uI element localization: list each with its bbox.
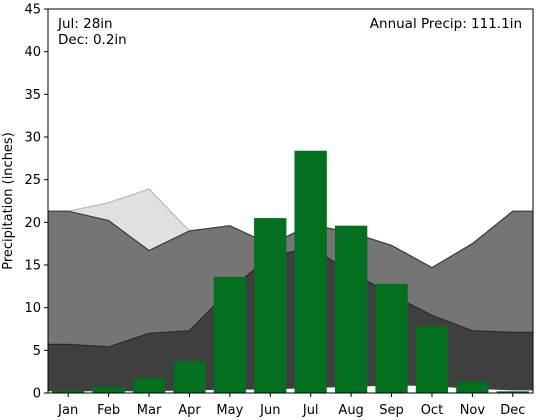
x-tick-label: Jan bbox=[57, 403, 78, 418]
annual-precip-annotation: Annual Precip: 111.1in bbox=[370, 16, 522, 32]
band-2-edge bbox=[48, 247, 533, 348]
y-axis-label: Precipitation (inches) bbox=[1, 132, 16, 270]
bar-may bbox=[213, 276, 246, 393]
x-tick-label: Apr bbox=[178, 403, 201, 418]
y-tick-label: 35 bbox=[24, 88, 41, 103]
y-tick-label: 10 bbox=[24, 301, 41, 316]
plot-area bbox=[47, 8, 534, 394]
band-2 bbox=[48, 247, 533, 392]
plot-frame bbox=[47, 8, 534, 394]
bar-sep bbox=[375, 283, 408, 393]
band-1 bbox=[48, 211, 533, 347]
y-tick-label: 25 bbox=[24, 173, 41, 188]
y-tick-label: 5 bbox=[33, 344, 41, 359]
y-tick-label: 40 bbox=[24, 45, 41, 60]
x-tick-label: Nov bbox=[460, 403, 486, 418]
x-tick-label: Dec bbox=[500, 403, 525, 418]
bar-feb bbox=[92, 387, 125, 393]
precip-bars bbox=[52, 150, 529, 393]
band-0 bbox=[48, 189, 533, 268]
min-month-annotation: Dec: 0.2in bbox=[58, 32, 127, 48]
x-axis: Jan Feb Mar Apr May Jun Jul Aug Sep Oct Nov Dec bbox=[57, 393, 525, 418]
band-1-edge bbox=[48, 210, 533, 269]
x-tick-label: Feb bbox=[97, 403, 120, 418]
x-tick-label: Mar bbox=[137, 403, 162, 418]
y-tick-label: 0 bbox=[33, 387, 41, 402]
bar-aug bbox=[335, 225, 368, 393]
bar-nov bbox=[456, 381, 489, 393]
y-tick-label: 15 bbox=[24, 259, 41, 274]
x-tick-label: Jul bbox=[302, 403, 319, 418]
bar-mar bbox=[132, 378, 166, 393]
bar-jul bbox=[294, 150, 327, 393]
climate-bands bbox=[48, 188, 533, 392]
x-tick-label: Jun bbox=[259, 403, 280, 418]
x-tick-label: May bbox=[216, 403, 243, 418]
y-tick-label: 45 bbox=[24, 3, 41, 18]
bar-apr bbox=[173, 361, 206, 393]
x-tick-label: Sep bbox=[379, 403, 404, 418]
bar-jun bbox=[254, 218, 287, 393]
y-tick-label: 20 bbox=[24, 216, 41, 231]
y-tick-label: 30 bbox=[24, 131, 41, 146]
y-axis: 0 5 10 15 20 25 30 35 40 45 bbox=[24, 3, 48, 402]
max-month-annotation: Jul: 28in bbox=[57, 16, 113, 32]
bar-jan bbox=[52, 390, 85, 393]
x-tick-label: Oct bbox=[421, 403, 443, 418]
bar-oct bbox=[415, 326, 449, 393]
bar-dec bbox=[496, 391, 529, 393]
x-tick-label: Aug bbox=[338, 403, 363, 418]
